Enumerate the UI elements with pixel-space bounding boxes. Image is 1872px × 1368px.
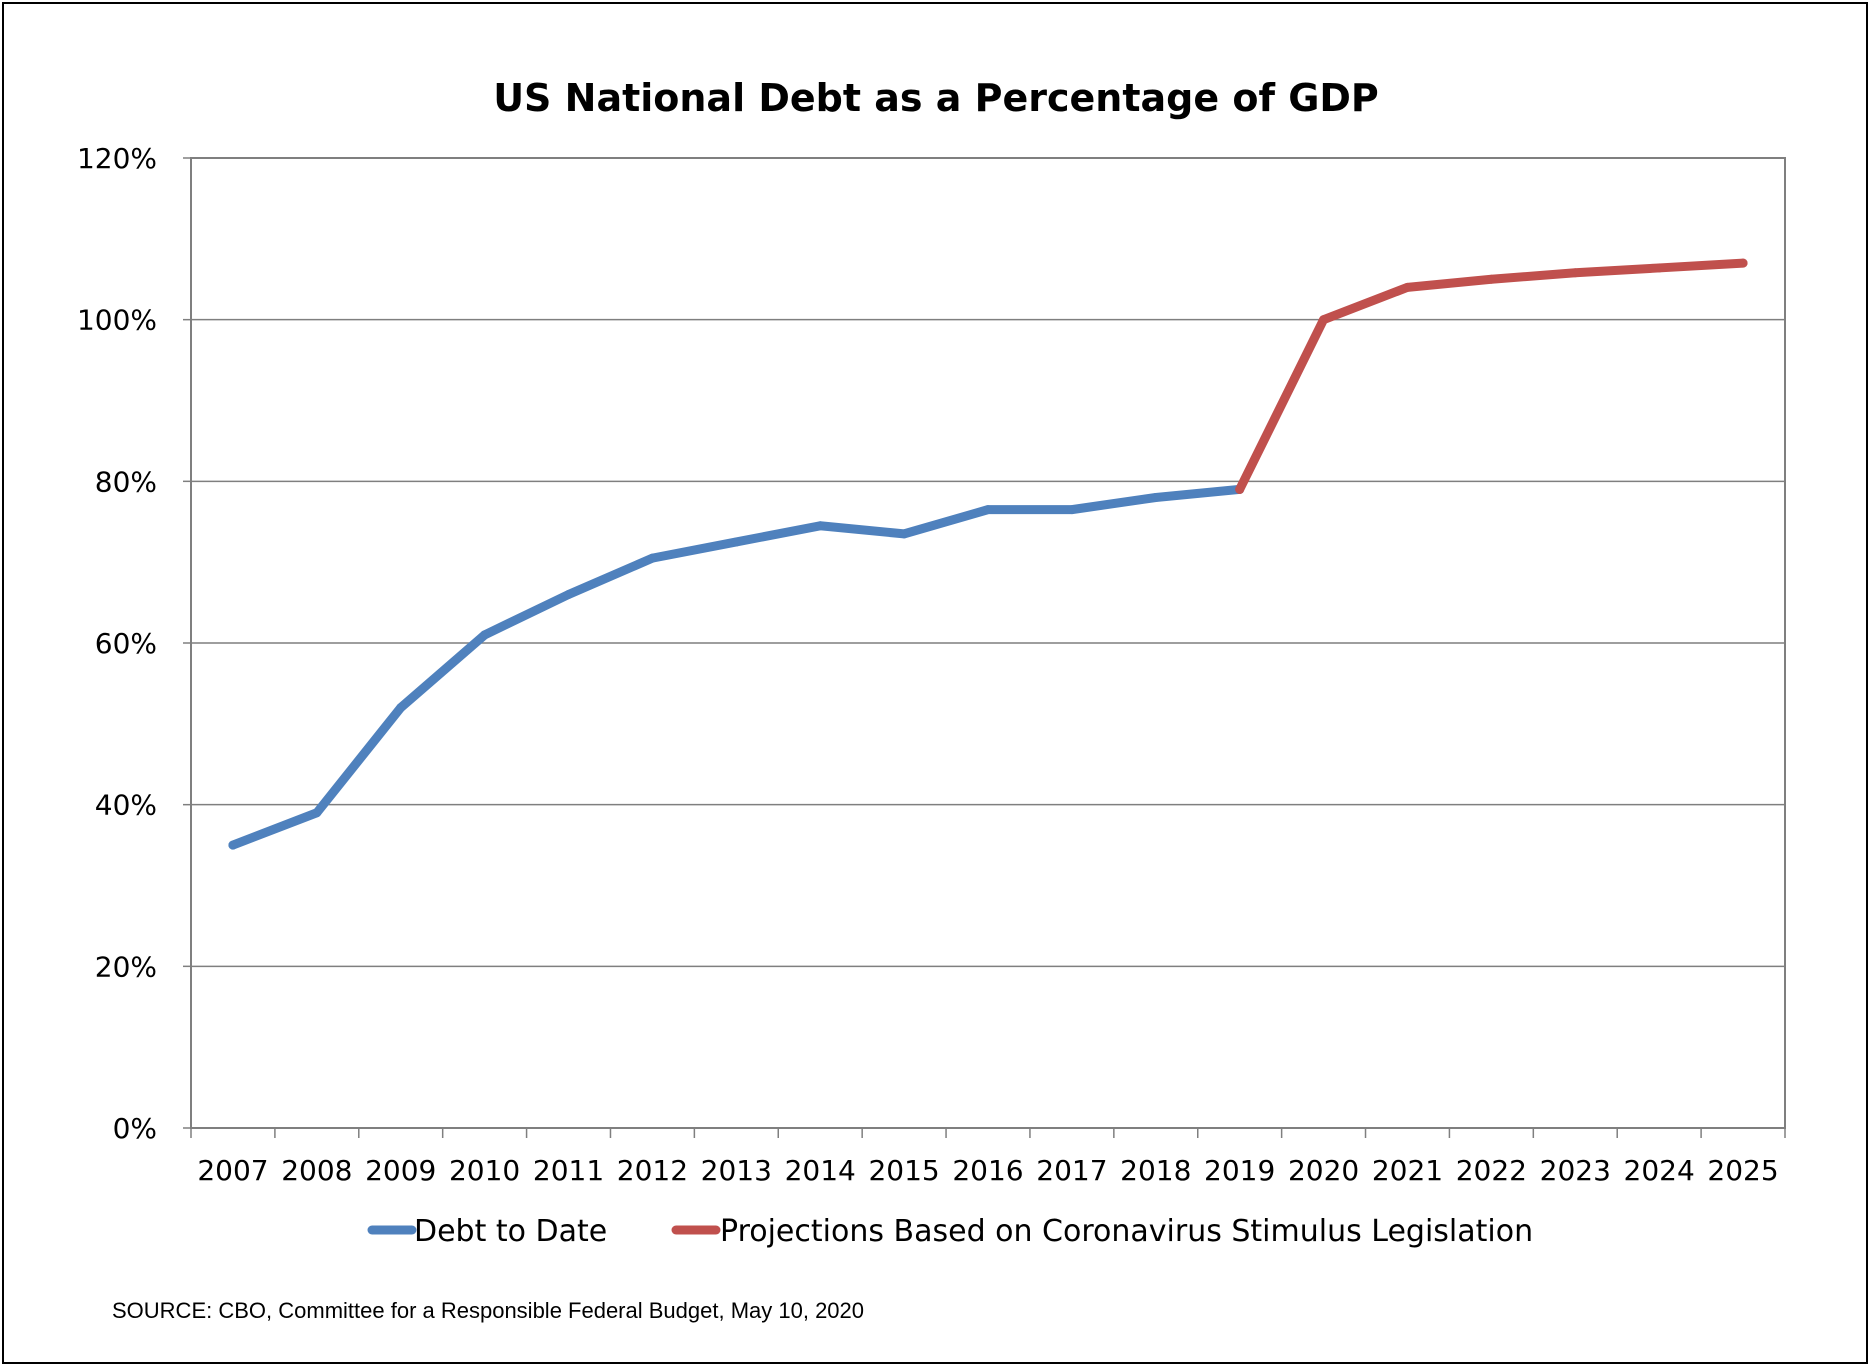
data-point xyxy=(1738,258,1748,268)
series-line-2 xyxy=(1235,258,1748,494)
data-point xyxy=(1151,493,1161,502)
legend-label-2: Projections Based on Coronavirus Stimulu… xyxy=(720,1214,1533,1249)
data-point xyxy=(899,529,909,539)
y-tick-label: 100% xyxy=(77,304,157,337)
x-tick-label: 2008 xyxy=(281,1154,352,1187)
chart-title: US National Debt as a Percentage of GDP xyxy=(493,76,1379,120)
legend: Debt to Date Projections Based on Coronav… xyxy=(367,1214,1533,1249)
data-point xyxy=(228,840,238,850)
x-tick-label: 2015 xyxy=(868,1154,939,1187)
data-point xyxy=(1235,484,1245,494)
x-tick-label: 2016 xyxy=(952,1154,1023,1187)
data-point xyxy=(815,521,825,531)
data-point xyxy=(1654,263,1664,273)
data-point xyxy=(312,808,322,818)
x-tick-label: 2017 xyxy=(1036,1154,1107,1187)
data-point xyxy=(1402,282,1412,292)
data-point xyxy=(1067,505,1077,515)
x-tick-label: 2021 xyxy=(1372,1154,1443,1187)
y-tick-label: 20% xyxy=(95,950,157,983)
x-tick-label: 2025 xyxy=(1707,1154,1778,1187)
x-tick-label: 2011 xyxy=(533,1154,604,1187)
data-point xyxy=(1486,274,1496,284)
data-point xyxy=(396,703,406,713)
x-tick-label: 2024 xyxy=(1624,1154,1695,1187)
y-tick-label: 40% xyxy=(95,789,157,822)
data-point xyxy=(647,553,657,563)
data-point xyxy=(731,537,741,547)
x-tick-label: 2019 xyxy=(1204,1154,1275,1187)
y-axis: 0% 20% 40% 60% 80% 100% 120% xyxy=(77,142,191,1145)
y-tick-label: 80% xyxy=(95,465,157,498)
series-lines xyxy=(228,258,1748,850)
x-tick-label: 2018 xyxy=(1120,1154,1191,1187)
source-note: SOURCE: CBO, Committee for a Responsible… xyxy=(112,1298,864,1323)
x-tick-label: 2012 xyxy=(617,1154,688,1187)
y-tick-label: 0% xyxy=(113,1112,157,1145)
data-point xyxy=(1570,268,1580,278)
y-tick-label: 120% xyxy=(77,142,157,175)
data-point xyxy=(1319,315,1329,325)
x-axis: 2007 2008 2009 2010 2011 2012 2013 2014 2015 2016… xyxy=(190,1128,1786,1187)
x-tick-label: 2023 xyxy=(1540,1154,1611,1187)
x-tick-label: 2010 xyxy=(449,1154,520,1187)
data-point xyxy=(480,630,490,640)
data-point xyxy=(564,590,574,599)
x-tick-label: 2013 xyxy=(701,1154,772,1187)
gridlines xyxy=(191,318,1785,968)
x-tick-label: 2009 xyxy=(365,1154,436,1187)
y-tick-label: 60% xyxy=(95,627,157,660)
legend-label-1: Debt to Date xyxy=(414,1214,607,1249)
data-point xyxy=(983,505,993,515)
x-tick-label: 2014 xyxy=(785,1154,856,1187)
x-tick-label: 2007 xyxy=(197,1154,268,1187)
x-tick-label: 2020 xyxy=(1288,1154,1359,1187)
x-tick-label: 2022 xyxy=(1456,1154,1527,1187)
